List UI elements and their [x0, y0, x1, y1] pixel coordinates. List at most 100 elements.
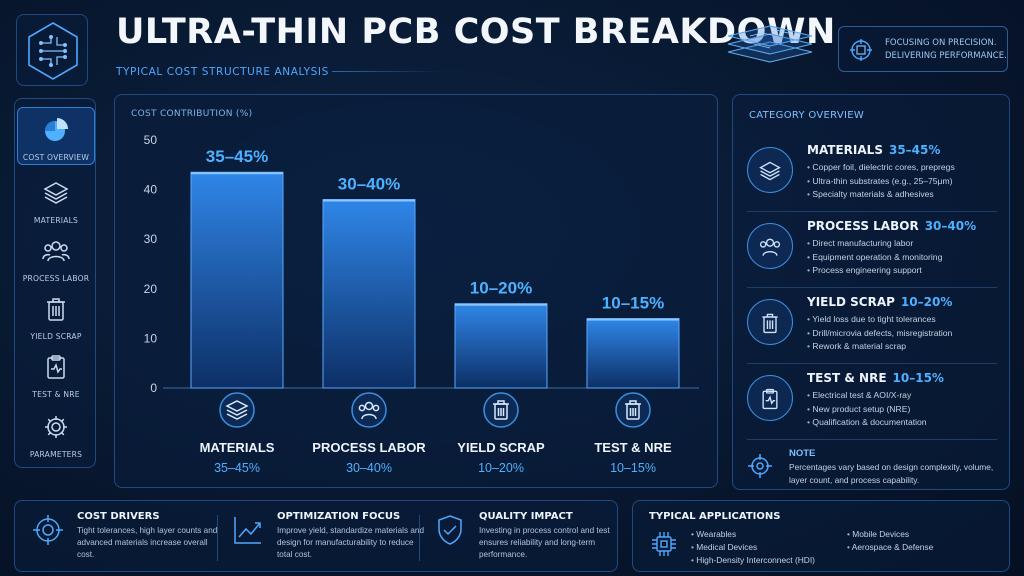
sidebar-item-test-nre[interactable]: TEST & NRE [15, 345, 97, 403]
tagline-box: FOCUSING ON PRECISION. DELIVERING PERFOR… [838, 26, 1008, 72]
sidebar-item-label: COST OVERVIEW [22, 153, 90, 162]
bottom-item-title: OPTIMIZATION FOCUS [277, 511, 401, 522]
sidebar-item-label: PROCESS LABOR [22, 274, 90, 283]
chip-icon [649, 529, 679, 559]
bottom-item-title: COST DRIVERS [77, 511, 160, 522]
overview-item-pct: 30–40% [924, 219, 977, 233]
bottom-item-title: QUALITY IMPACT [479, 511, 573, 522]
trend-chart-icon [231, 513, 265, 547]
overview-item-test-nre: TEST & NRE 10–15% Electrical test & AOI/X… [747, 369, 1003, 439]
application-item: Aerospace & Defense [847, 541, 933, 554]
bar-value-label: 30–40% [338, 175, 400, 194]
bullet: Process engineering support [807, 264, 942, 278]
category-overview-panel: CATEGORY OVERVIEW MATERIALS 35–45% Copper… [732, 94, 1010, 490]
sidebar-item-materials[interactable]: MATERIALS [15, 171, 97, 229]
circuit-chip-icon [28, 22, 78, 80]
x-tick-sublabel: 10–15% [610, 461, 656, 475]
overview-item-pct: 35–45% [888, 143, 941, 157]
bullet: Ultra-thin substrates (e.g., 25–75μm) [807, 175, 955, 189]
divider [419, 515, 420, 561]
target-icon [31, 513, 65, 547]
gear-icon [42, 413, 70, 441]
divider [747, 211, 997, 212]
clipboard-icon [42, 353, 70, 381]
bar-value-label: 10–20% [470, 279, 532, 298]
application-item: Wearables [691, 528, 815, 541]
overview-item-bullets: Direct manufacturing labor Equipment ope… [807, 237, 942, 278]
tagline-line-2: DELIVERING PERFORMANCE. [885, 51, 1007, 61]
trash-icon [615, 392, 651, 428]
y-tick-label: 30 [144, 232, 158, 246]
typical-applications-panel: TYPICAL APPLICATIONS Wearables Medical D… [632, 500, 1010, 572]
overview-item-name: MATERIALS [807, 143, 883, 157]
tagline: FOCUSING ON PRECISION. DELIVERING PERFOR… [885, 37, 1007, 63]
bullet: Equipment operation & monitoring [807, 251, 942, 265]
application-item: High-Density Interconnect (HDI) [691, 554, 815, 567]
note-title: NOTE [789, 448, 816, 459]
subtitle-rule [332, 71, 442, 72]
overview-item-process-labor: PROCESS LABOR 30–40% Direct manufacturing… [747, 217, 1003, 287]
overview-item-materials: MATERIALS 35–45% Copper foil, dielectric … [747, 141, 1003, 211]
application-item: Mobile Devices [847, 528, 933, 541]
overview-item-pct: 10–15% [892, 371, 944, 385]
y-tick-label: 10 [144, 331, 158, 345]
pie-chart-icon [42, 116, 70, 144]
y-tick-label: 20 [144, 282, 158, 296]
bottom-item-text: Investing in process control and test en… [479, 526, 610, 559]
bottom-item-text: Tight tolerances, high layer counts and … [77, 526, 218, 559]
bottom-item-cost-drivers: COST DRIVERS Tight tolerances, high laye… [31, 511, 221, 567]
y-tick-label: 50 [144, 133, 158, 147]
divider [217, 515, 218, 561]
bottom-item-optimization-focus: OPTIMIZATION FOCUS Improve yield, standa… [231, 511, 424, 567]
divider [747, 287, 997, 288]
sidebar-item-process-labor[interactable]: PROCESS LABOR [15, 229, 97, 287]
sidebar-item-label: MATERIALS [33, 216, 79, 225]
logo-box [16, 14, 88, 86]
clipboard-icon [747, 375, 793, 421]
applications-title: TYPICAL APPLICATIONS [649, 511, 781, 522]
note-text: Percentages vary based on design complex… [789, 462, 994, 485]
bar-yield-scrap [454, 303, 548, 389]
bottom-item-quality-impact: QUALITY IMPACT Investing in process cont… [433, 511, 613, 567]
overview-item-name: TEST & NRE [807, 371, 887, 385]
chart-panel: COST CONTRIBUTION (%) 0 10 20 30 40 50 35–45%… [114, 94, 718, 488]
layers-icon [747, 147, 793, 193]
people-icon [747, 223, 793, 269]
sidebar-item-yield-scrap[interactable]: YIELD SCRAP [15, 287, 97, 345]
layers-icon [219, 392, 255, 428]
pcb-layers-icon [720, 22, 820, 78]
overview-item-pct: 10–20% [900, 295, 953, 309]
sidebar-item-cost-overview[interactable]: COST OVERVIEW [17, 107, 95, 165]
sidebar-item-label: YIELD SCRAP [30, 332, 82, 341]
overview-item-bullets: Yield loss due to tight tolerances Drill… [807, 313, 952, 354]
sidebar-item-parameters[interactable]: PARAMETERS [15, 405, 97, 463]
x-tick-label: TEST & NRE [594, 440, 672, 455]
crosshair-icon [747, 453, 773, 479]
trash-icon [747, 299, 793, 345]
y-tick-label: 40 [144, 183, 158, 197]
overview-item-name: PROCESS LABOR [807, 219, 919, 233]
bullet: Copper foil, dielectric cores, prepregs [807, 161, 954, 175]
people-icon [42, 237, 70, 265]
bar-top-highlight [191, 172, 283, 175]
shield-check-icon [433, 513, 467, 547]
page-title: ULTRA-THIN PCB COST BREAKDOWN [116, 12, 836, 52]
bullet: Rework & material scrap [807, 340, 952, 354]
trash-icon [42, 295, 70, 323]
bar-materials [190, 171, 284, 389]
bar-top-highlight [323, 199, 415, 202]
bar-top-highlight [587, 318, 679, 321]
x-tick-label: YIELD SCRAP [457, 440, 545, 455]
overview-item-name: YIELD SCRAP [807, 295, 895, 309]
divider [747, 439, 997, 440]
bar-value-label: 35–45% [206, 147, 268, 166]
layers-icon [42, 179, 70, 207]
bullet: Qualification & documentation [807, 416, 926, 430]
bar-process-labor [322, 199, 416, 389]
x-tick-sublabel: 30–40% [346, 461, 392, 475]
applications-list-2: Mobile Devices Aerospace & Defense [847, 528, 933, 554]
overview-item-bullets: Copper foil, dielectric cores, prepregs … [807, 161, 955, 202]
bullet: Yield loss due to tight tolerances [807, 313, 952, 327]
page-subtitle: TYPICAL COST STRUCTURE ANALYSIS [116, 66, 329, 78]
crosshair-chip-icon [849, 38, 873, 62]
